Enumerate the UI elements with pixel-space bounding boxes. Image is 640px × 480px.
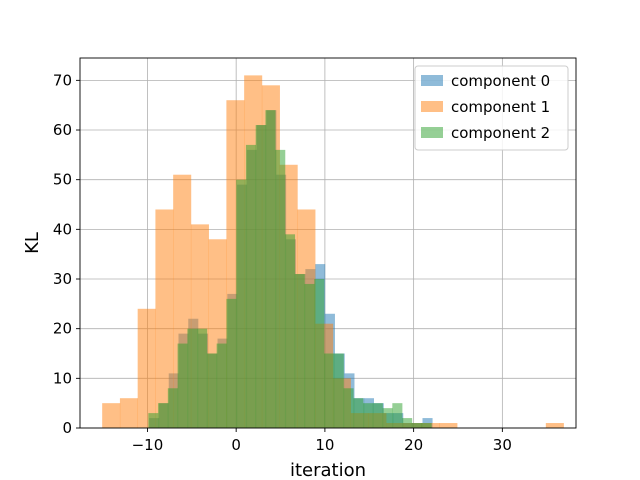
histogram-bar — [314, 279, 325, 428]
legend-box — [414, 65, 569, 151]
x-axis-label: iteration — [290, 460, 366, 480]
histogram-bar — [304, 283, 315, 428]
histogram-bar — [421, 423, 432, 428]
histogram-bars — [102, 75, 564, 429]
histogram-bar — [324, 353, 335, 428]
legend: component 0 component 1 component 2 — [414, 65, 569, 151]
histogram-bar — [102, 403, 121, 428]
y-axis-label: KL — [22, 232, 43, 254]
histogram-bar — [294, 274, 305, 428]
histogram-bar — [216, 343, 227, 428]
legend-swatch — [421, 101, 443, 112]
histogram-bar — [167, 388, 178, 428]
histogram-bar — [137, 308, 156, 428]
histogram-bar — [275, 149, 286, 428]
y-axis-ticks: 0 10 20 30 40 50 60 70 — [53, 71, 80, 437]
histogram-bar — [402, 418, 413, 428]
histogram-bar — [187, 328, 198, 428]
x-tick-label: 0 — [231, 436, 241, 454]
legend-swatch — [421, 75, 443, 86]
y-tick-label: 60 — [53, 121, 72, 139]
x-tick-label: 10 — [315, 436, 334, 454]
legend-label: component 0 — [451, 72, 550, 90]
histogram-bar — [226, 298, 237, 428]
legend-label: component 1 — [451, 98, 550, 116]
histogram-bar — [158, 403, 169, 428]
y-tick-label: 30 — [53, 270, 72, 288]
histogram-bar — [155, 209, 174, 428]
histogram-bar — [363, 403, 374, 428]
histogram-bar — [411, 423, 422, 428]
histogram-bar — [372, 403, 383, 428]
histogram-bar — [177, 343, 188, 428]
plot-frame — [79, 57, 577, 429]
histogram-bar — [245, 144, 256, 428]
histogram-bar — [392, 403, 403, 428]
histogram-bar — [236, 179, 247, 428]
y-tick-label: 10 — [53, 369, 72, 387]
y-tick-label: 50 — [53, 171, 72, 189]
x-tick-label: 30 — [493, 436, 512, 454]
histogram-bar — [382, 408, 393, 428]
histogram-bar — [119, 398, 138, 428]
y-tick-label: 70 — [53, 71, 72, 89]
histogram-bar — [197, 328, 208, 428]
histogram-bar — [353, 398, 364, 428]
histogram-bar — [545, 423, 564, 428]
histogram-bar — [265, 110, 276, 429]
histogram-bar — [343, 388, 354, 428]
histogram-bar — [255, 125, 266, 428]
x-tick-label: −10 — [132, 436, 164, 454]
histogram-bar — [148, 413, 159, 428]
legend-swatch — [421, 127, 443, 138]
y-tick-label: 0 — [62, 419, 72, 437]
histogram-bar — [206, 353, 217, 428]
histogram-bar — [284, 234, 296, 428]
y-tick-label: 40 — [53, 220, 72, 238]
x-tick-label: 20 — [404, 436, 423, 454]
legend-label: component 2 — [451, 124, 550, 142]
histogram-bar — [439, 423, 458, 428]
series-2-bars — [148, 110, 432, 429]
x-axis-ticks: −10 0 10 20 30 — [132, 428, 512, 454]
histogram-bar — [333, 353, 344, 428]
y-tick-label: 20 — [53, 320, 72, 338]
